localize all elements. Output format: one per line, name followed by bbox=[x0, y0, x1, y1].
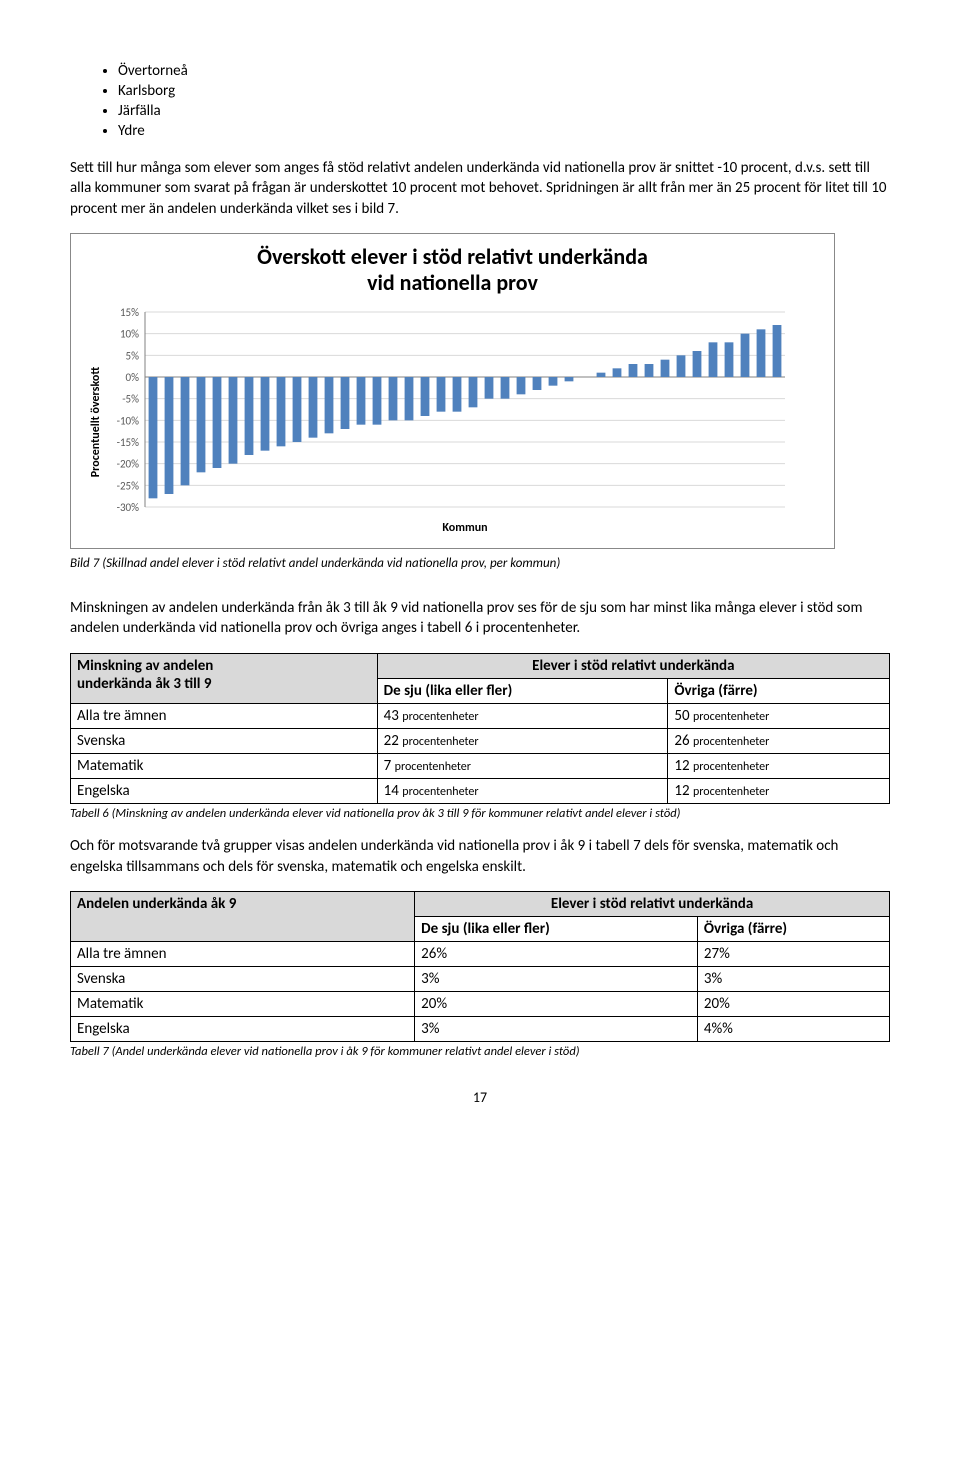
cell: 12 procentenheter bbox=[668, 778, 890, 803]
svg-text:-15%: -15% bbox=[117, 436, 140, 449]
page-number: 17 bbox=[70, 1089, 890, 1106]
cell: Engelska bbox=[71, 778, 378, 803]
table7-header-top: Elever i stöd relativt underkända bbox=[415, 891, 890, 916]
paragraph: Sett till hur många som elever som anges… bbox=[70, 158, 890, 219]
table7-col1: De sju (lika eller fler) bbox=[415, 916, 698, 941]
table-6: Minskning av andelen underkända åk 3 til… bbox=[70, 653, 890, 804]
cell: Matematik bbox=[71, 753, 378, 778]
cell: 26% bbox=[415, 941, 698, 966]
paragraph: Och för motsvarande två grupper visas an… bbox=[70, 836, 890, 877]
cell: Svenska bbox=[71, 728, 378, 753]
list-item: Övertorneå bbox=[118, 62, 890, 80]
cell: 20% bbox=[415, 991, 698, 1016]
svg-text:0%: 0% bbox=[126, 371, 140, 384]
svg-text:-20%: -20% bbox=[117, 457, 140, 470]
svg-text:5%: 5% bbox=[126, 349, 140, 362]
table-7: Andelen underkända åk 9 Elever i stöd re… bbox=[70, 891, 890, 1042]
cell: 27% bbox=[697, 941, 889, 966]
svg-text:-5%: -5% bbox=[122, 392, 139, 405]
table7-header-left: Andelen underkända åk 9 bbox=[71, 891, 415, 941]
cell: 3% bbox=[415, 966, 698, 991]
svg-text:10%: 10% bbox=[120, 327, 139, 340]
table7-caption: Tabell 7 (Andel underkända elever vid na… bbox=[70, 1044, 890, 1061]
cell: Engelska bbox=[71, 1016, 415, 1041]
svg-text:-25%: -25% bbox=[117, 479, 140, 492]
text: underkända åk 3 till 9 bbox=[77, 675, 211, 693]
cell: Alla tre ämnen bbox=[71, 703, 378, 728]
table6-col1: De sju (lika eller fler) bbox=[377, 678, 668, 703]
cell: 26 procentenheter bbox=[668, 728, 890, 753]
svg-text:Kommun: Kommun bbox=[442, 521, 487, 535]
table6-header-left: Minskning av andelen underkända åk 3 til… bbox=[71, 653, 378, 703]
table-row: Svenska22 procentenheter26 procentenhete… bbox=[71, 728, 890, 753]
cell: 3% bbox=[415, 1016, 698, 1041]
cell: Alla tre ämnen bbox=[71, 941, 415, 966]
cell: 14 procentenheter bbox=[377, 778, 668, 803]
list-item: Karlsborg bbox=[118, 82, 890, 100]
bullet-list: Övertorneå Karlsborg Järfälla Ydre bbox=[70, 62, 890, 140]
cell: 50 procentenheter bbox=[668, 703, 890, 728]
table-row: Matematik20%20% bbox=[71, 991, 890, 1016]
chart-title-line1: Överskott elever i stöd relativt underkä… bbox=[257, 243, 648, 270]
cell: 20% bbox=[697, 991, 889, 1016]
paragraph: Minskningen av andelen underkända från å… bbox=[70, 598, 890, 639]
table-row: Engelska3%4%% bbox=[71, 1016, 890, 1041]
cell: 7 procentenheter bbox=[377, 753, 668, 778]
chart-container: Överskott elever i stöd relativt underkä… bbox=[70, 233, 835, 549]
cell: Svenska bbox=[71, 966, 415, 991]
list-item: Ydre bbox=[118, 122, 890, 140]
table-row: Matematik7 procentenheter12 procentenhet… bbox=[71, 753, 890, 778]
table-row: Alla tre ämnen43 procentenheter50 procen… bbox=[71, 703, 890, 728]
text: Minskning av andelen bbox=[77, 657, 213, 675]
cell: Matematik bbox=[71, 991, 415, 1016]
table6-col2: Övriga (färre) bbox=[668, 678, 890, 703]
table7-col2: Övriga (färre) bbox=[697, 916, 889, 941]
table6-caption: Tabell 6 (Minskning av andelen underkänd… bbox=[70, 806, 890, 823]
svg-text:15%: 15% bbox=[120, 307, 139, 319]
table-row: Engelska14 procentenheter12 procentenhet… bbox=[71, 778, 890, 803]
chart-title-line2: vid nationella prov bbox=[367, 269, 538, 296]
list-item: Järfälla bbox=[118, 102, 890, 120]
chart-caption: Bild 7 (Skillnad andel elever i stöd rel… bbox=[70, 555, 890, 573]
svg-text:Procentuellt överskott: Procentuellt överskott bbox=[89, 366, 103, 477]
cell: 3% bbox=[697, 966, 889, 991]
cell: 22 procentenheter bbox=[377, 728, 668, 753]
cell: 4%% bbox=[697, 1016, 889, 1041]
table6-header-top: Elever i stöd relativt underkända bbox=[377, 653, 889, 678]
table-row: Svenska3%3% bbox=[71, 966, 890, 991]
cell: 12 procentenheter bbox=[668, 753, 890, 778]
bar-chart: -30% -25% -20% -15% -10% -5% 0% 5% 10% 15% Procent… bbox=[85, 307, 795, 537]
svg-text:-30%: -30% bbox=[117, 501, 140, 514]
table-row: Alla tre ämnen26%27% bbox=[71, 941, 890, 966]
svg-text:-10%: -10% bbox=[117, 414, 140, 427]
cell: 43 procentenheter bbox=[377, 703, 668, 728]
chart-title: Överskott elever i stöd relativt underkä… bbox=[85, 244, 820, 297]
